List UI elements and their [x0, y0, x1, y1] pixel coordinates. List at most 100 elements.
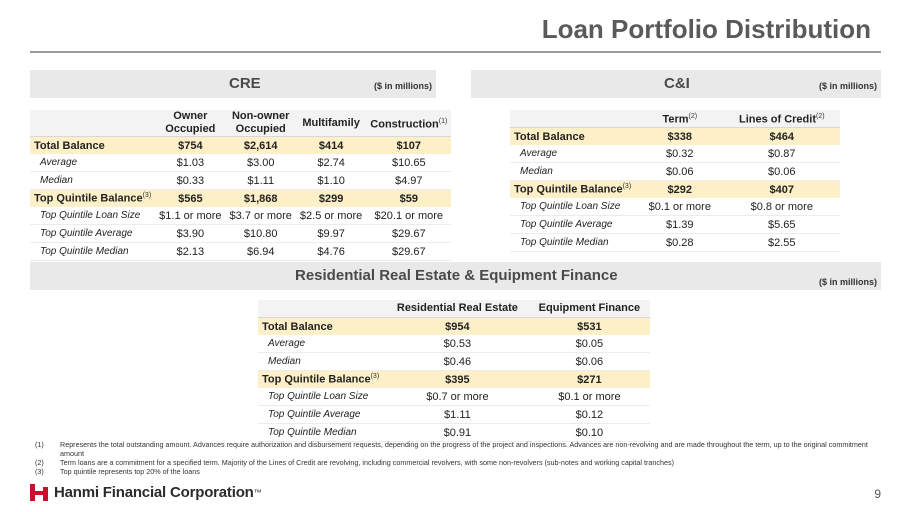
table-cell: $0.28: [636, 233, 724, 252]
table-cell: $29.67: [366, 242, 452, 261]
table-cell: $2.5 or more: [295, 207, 367, 225]
row-label: Average: [520, 148, 558, 159]
table-row: Top Quintile Average $1.11 $0.12: [258, 405, 650, 424]
table-row: Top Quintile Median $0.91 $0.10: [258, 423, 650, 442]
row-label: Median: [268, 356, 301, 367]
table-row: Top Quintile Balance(3) $565 $1,868 $299 $59: [30, 189, 452, 207]
row-label: Top Quintile Loan Size: [268, 391, 369, 402]
footnote-text: Represents the total outstanding amount.…: [60, 440, 868, 458]
rre-body: Total Balance $954 $531 Average $0.53 $0.05 Me…: [258, 317, 650, 442]
table-cell: $2.74: [295, 154, 367, 172]
table-cell: $2.55: [723, 233, 840, 252]
table-row: Top Quintile Loan Size $1.1 or more $3.7 o…: [30, 207, 452, 225]
footnote-number: (2): [35, 458, 44, 467]
rre-units: ($ in millions): [818, 277, 877, 287]
table-cell: $754: [155, 136, 226, 154]
footnote-text: Top quintile represents top 20% of the l…: [60, 467, 200, 476]
ci-band-title: C&I: [664, 75, 690, 92]
row-label-cell: Median: [30, 171, 156, 190]
table-cell: $1,868: [225, 189, 296, 207]
rre-col-header: Residential Real Estate: [386, 300, 529, 318]
footnote-number: (1): [35, 440, 44, 449]
row-label: Top Quintile Balance: [34, 192, 143, 205]
row-label: Top Quintile Average: [268, 409, 361, 420]
table-row: Top Quintile Average $1.39 $5.65: [510, 215, 840, 234]
table-row: Top Quintile Loan Size $0.7 or more $0.1 o…: [258, 388, 650, 406]
table-row: Median $0.06 $0.06: [510, 162, 840, 181]
table-cell: $6.94: [225, 242, 296, 261]
table-row: Average $1.03 $3.00 $2.74 $10.65: [30, 154, 452, 172]
row-label-cell: Median: [510, 162, 636, 181]
table-cell: $0.32: [636, 145, 724, 163]
table-row: Top Quintile Median $2.13 $6.94 $4.76 $29.67: [30, 242, 452, 261]
row-label-cell: Total Balance: [258, 317, 386, 335]
rre-table: Residential Real Estate Equipment Financ…: [258, 300, 650, 442]
footnote: (2) Term loans are a commitment for a spe…: [35, 458, 885, 467]
table-cell: $4.76: [295, 242, 367, 261]
company-name: Hanmi Financial Corporation: [54, 484, 254, 501]
footnote: (3) Top quintile represents top 20% of th…: [35, 467, 885, 476]
row-label: Median: [40, 175, 73, 186]
row-label: Top Quintile Median: [40, 246, 129, 257]
trademark: ™: [253, 488, 262, 497]
table-cell: $299: [295, 189, 367, 207]
row-label-cell: Top Quintile Median: [510, 233, 636, 252]
row-label-cell: Average: [258, 335, 386, 353]
table-cell: $0.06: [723, 162, 840, 181]
ci-col-label: Term: [662, 113, 689, 126]
page-number: 9: [874, 487, 881, 501]
page-title: Loan Portfolio Distribution: [541, 14, 871, 44]
table-cell: $0.10: [528, 423, 650, 442]
row-label-cell: Top Quintile Average: [30, 224, 156, 243]
table-row: Top Quintile Loan Size $0.1 or more $0.8 o…: [510, 198, 840, 216]
ci-band: C&I ($ in millions): [471, 70, 881, 98]
row-label-cell: Top Quintile Balance(3): [30, 189, 156, 207]
table-row: Total Balance $338 $464: [510, 127, 840, 145]
row-label-cell: Total Balance: [510, 127, 636, 145]
table-cell: $5.65: [723, 215, 840, 234]
row-label: Top Quintile Balance: [262, 373, 371, 386]
cre-header-row: Owner Occupied Non-owner Occupied Multif…: [30, 110, 452, 137]
row-label: Median: [520, 166, 553, 177]
table-cell: $3.7 or more: [225, 207, 296, 225]
table-cell: $338: [636, 127, 724, 145]
ci-body: Total Balance $338 $464 Average $0.32 $0.87 Me…: [510, 127, 840, 252]
row-label: Total Balance: [262, 320, 333, 333]
footnote-ref: (1): [438, 117, 448, 125]
table-cell: $407: [723, 180, 840, 198]
table-cell: $0.53: [386, 335, 529, 353]
row-label: Total Balance: [34, 139, 105, 152]
table-cell: $20.1 or more: [366, 207, 452, 225]
table-cell: $1.39: [636, 215, 724, 234]
row-label-cell: Median: [258, 352, 386, 371]
table-cell: $1.03: [155, 154, 226, 172]
ci-col-header: Term(2): [636, 110, 724, 128]
footnote-ref: (3): [142, 192, 152, 200]
row-label: Top Quintile Median: [520, 237, 609, 248]
row-label-cell: Top Quintile Median: [258, 423, 386, 442]
table-row: Top Quintile Balance(3) $395 $271: [258, 370, 650, 388]
table-cell: $2.13: [155, 242, 226, 261]
table-cell: $0.33: [155, 171, 226, 190]
table-cell: $3.90: [155, 224, 226, 243]
footnote-ref: (2): [688, 113, 698, 121]
footnotes: (1) Represents the total outstanding amou…: [35, 440, 885, 476]
company-logo: Hanmi Financial Corporation ™: [30, 484, 262, 501]
table-cell: $0.87: [723, 145, 840, 163]
cre-band-title: CRE: [229, 75, 261, 92]
table-cell: $565: [155, 189, 226, 207]
table-cell: $0.1 or more: [528, 388, 650, 406]
table-cell: $414: [295, 136, 367, 154]
title-divider: [30, 51, 881, 53]
row-label: Top Quintile Loan Size: [520, 201, 621, 212]
table-row: Average $0.53 $0.05: [258, 335, 650, 353]
row-label: Average: [40, 157, 78, 168]
table-cell: $0.06: [636, 162, 724, 181]
table-row: Top Quintile Median $0.28 $2.55: [510, 233, 840, 252]
table-cell: $1.10: [295, 171, 367, 190]
cre-col-header: Owner Occupied: [155, 110, 226, 137]
table-cell: $29.67: [366, 224, 452, 243]
row-label-cell: Top Quintile Average: [510, 215, 636, 234]
cre-col-label: Construction: [370, 118, 439, 131]
rre-header-row: Residential Real Estate Equipment Financ…: [258, 300, 650, 318]
